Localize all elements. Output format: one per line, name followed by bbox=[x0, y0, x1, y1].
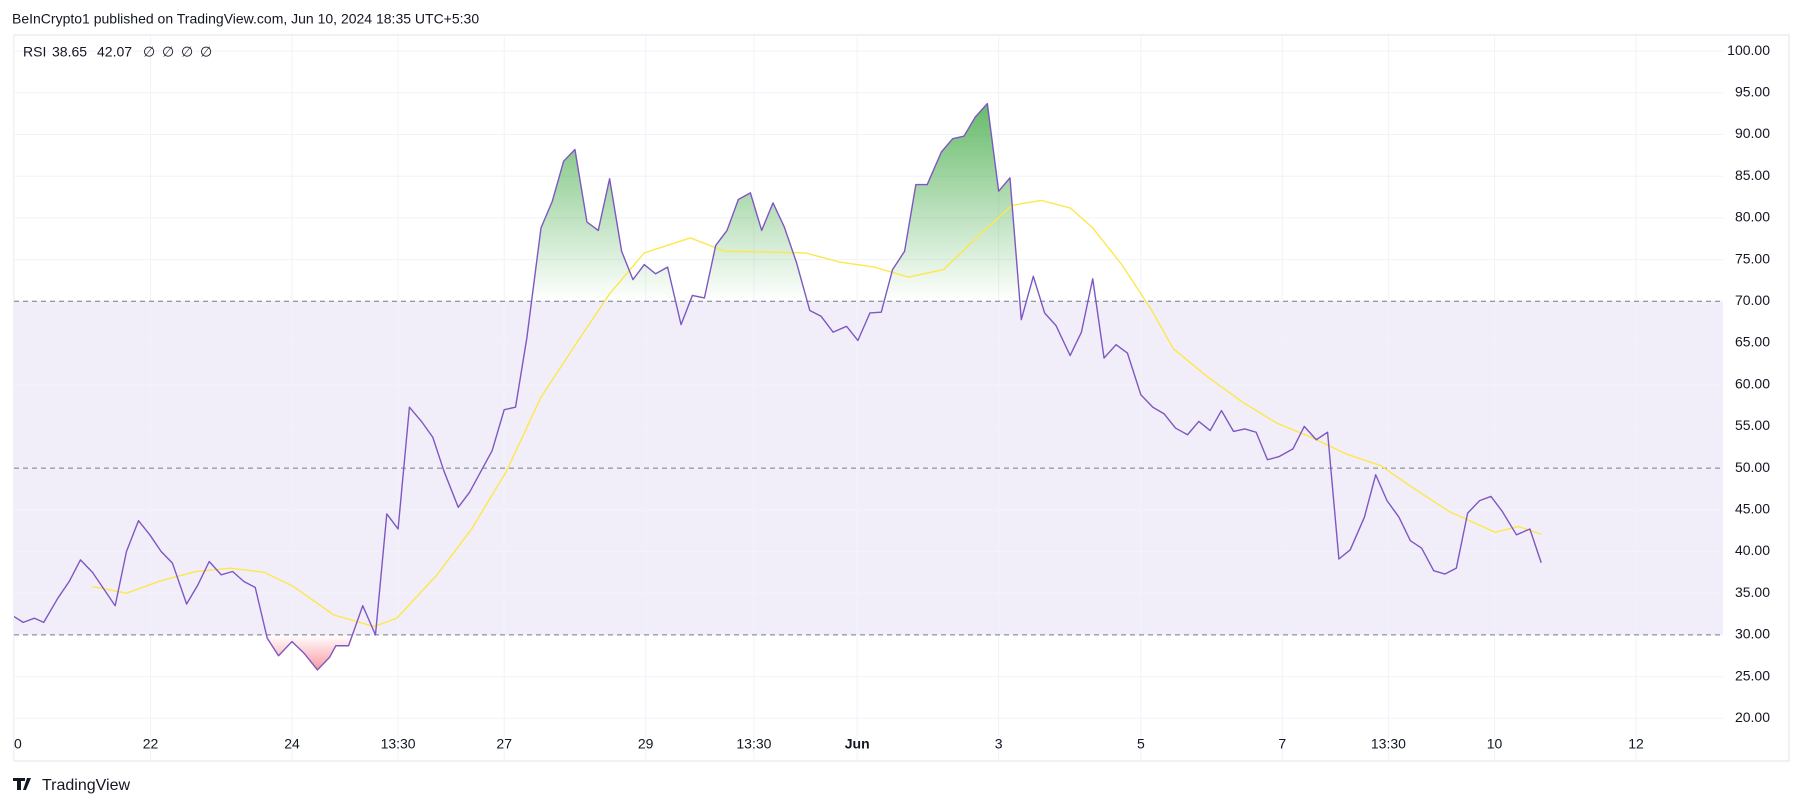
y-tick-label: 40.00 bbox=[1735, 542, 1770, 558]
x-tick-label: 3 bbox=[995, 736, 1003, 752]
footer: TradingView bbox=[13, 777, 130, 794]
x-tick-label: 29 bbox=[638, 736, 654, 752]
x-tick-label: 12 bbox=[1628, 736, 1644, 752]
y-tick-label: 35.00 bbox=[1735, 584, 1770, 600]
legend-value: 42.07 bbox=[97, 44, 132, 60]
legend-extra: ∅ bbox=[162, 44, 174, 60]
y-tick-label: 80.00 bbox=[1735, 209, 1770, 225]
y-tick-label: 30.00 bbox=[1735, 626, 1770, 642]
y-tick-label: 95.00 bbox=[1735, 83, 1770, 99]
ma-line bbox=[92, 199, 1542, 628]
logo bbox=[13, 778, 31, 790]
y-tick-label: 25.00 bbox=[1735, 667, 1770, 683]
x-tick-label: 13:30 bbox=[381, 736, 416, 752]
y-tick-label: 60.00 bbox=[1735, 375, 1770, 391]
x-tick-label: Jun bbox=[845, 736, 870, 752]
plot-layer: 20 22 24 13:30 27 29 13:30 Jun 3 5 7 13:30 10 12 20.00… bbox=[6, 35, 1770, 761]
x-tick-label: 7 bbox=[1278, 736, 1286, 752]
footer-text: TradingView bbox=[42, 777, 130, 794]
x-tick-label: 5 bbox=[1137, 736, 1145, 752]
x-tick-label: 22 bbox=[143, 736, 159, 752]
x-tick-label: 13:30 bbox=[736, 736, 771, 752]
y-tick-label: 75.00 bbox=[1735, 250, 1770, 266]
y-tick-label: 55.00 bbox=[1735, 417, 1770, 433]
x-tick-label: 10 bbox=[1487, 736, 1503, 752]
x-tick-label: 27 bbox=[496, 736, 512, 752]
legend-extra: ∅ bbox=[143, 44, 155, 60]
x-tick-label: 20 bbox=[6, 736, 22, 752]
x-tick-label: 24 bbox=[284, 736, 300, 752]
legend-title: RSI bbox=[23, 44, 46, 60]
oversold-fill bbox=[14, 634, 1542, 670]
y-tick-label: 45.00 bbox=[1735, 501, 1770, 517]
legend-value: 38.65 bbox=[52, 44, 87, 60]
y-tick-label: 20.00 bbox=[1735, 709, 1770, 725]
legend-extra: ∅ bbox=[200, 44, 212, 60]
rsi-line bbox=[14, 102, 1542, 671]
plot-area: 20 22 24 13:30 27 29 13:30 Jun 3 5 7 13:30 10 12 bbox=[6, 35, 1723, 761]
y-tick-label: 65.00 bbox=[1735, 334, 1770, 350]
x-tick-label: 13:30 bbox=[1371, 736, 1406, 752]
y-tick-label: 50.00 bbox=[1735, 459, 1770, 475]
y-tick-label: 90.00 bbox=[1735, 125, 1770, 141]
header: BeInCrypto1 published on TradingView.com… bbox=[12, 11, 479, 27]
y-tick-label: 100.00 bbox=[1727, 42, 1770, 58]
overbought-fill bbox=[14, 103, 1542, 302]
y-tick-label: 70.00 bbox=[1735, 292, 1770, 308]
legend: RSI 38.65 42.07 ∅ ∅ ∅ ∅ bbox=[23, 44, 212, 60]
legend-extra: ∅ bbox=[181, 44, 193, 60]
y-tick-label: 85.00 bbox=[1735, 167, 1770, 183]
